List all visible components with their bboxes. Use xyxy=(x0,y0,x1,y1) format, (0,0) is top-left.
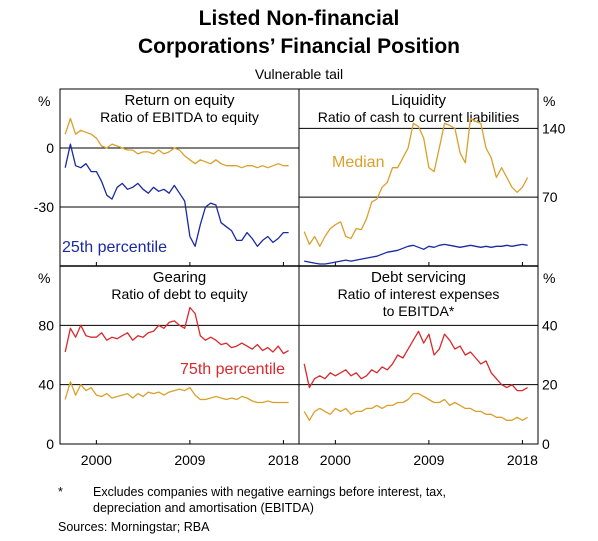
ytick-label-top-right-70: 70 xyxy=(542,189,558,205)
ytick-label-bottom-left-40: 40 xyxy=(38,377,54,393)
series-line-top-left-0 xyxy=(64,117,289,169)
annotation-bottom-left-0: 75th percentile xyxy=(180,361,285,378)
ytick-label-bottom-left-0: 0 xyxy=(46,436,54,452)
annotation-top-right-0: Median xyxy=(332,154,384,171)
series-line-bottom-left-0 xyxy=(64,306,289,355)
axis-unit-bottom-right: % xyxy=(543,270,555,286)
xtick-label-bottom-left-2009: 2009 xyxy=(174,452,205,468)
panel-subtitle-bottom-left-0: Ratio of debt to equity xyxy=(111,286,247,302)
figure-title-line1: Listed Non-financial xyxy=(198,7,400,30)
ytick-label-top-right-140: 140 xyxy=(542,120,566,136)
panel-subtitle-bottom-right-0: Ratio of interest expenses xyxy=(338,286,500,302)
axis-unit-bottom-left: % xyxy=(38,270,50,286)
xtick-label-bottom-left-2018: 2018 xyxy=(268,452,299,468)
footnote-marker: * xyxy=(58,485,63,499)
series-line-top-right-0 xyxy=(303,117,529,247)
xtick-label-bottom-right-2000: 2000 xyxy=(320,452,351,468)
footnote-line1: Excludes companies with negative earning… xyxy=(93,485,446,499)
series-line-top-right-1 xyxy=(304,243,528,265)
footnote-line2: depreciation and amortisation (EBITDA) xyxy=(93,501,314,515)
panel-subtitle-top-right-0: Ratio of cash to current liabilities xyxy=(318,109,520,125)
ytick-label-top-left--30: -30 xyxy=(34,199,54,215)
series-line-bottom-right-1 xyxy=(303,392,528,421)
ytick-label-bottom-right-0: 0 xyxy=(542,436,550,452)
xtick-label-bottom-right-2009: 2009 xyxy=(413,452,444,468)
panel-title-top-left: Return on equity xyxy=(124,92,235,109)
ytick-label-top-left-0: 0 xyxy=(46,140,54,156)
figure-subtitle: Vulnerable tail xyxy=(254,66,344,82)
panel-title-bottom-left: Gearing xyxy=(153,269,206,286)
annotation-top-left-0: 25th percentile xyxy=(62,239,167,256)
panel-subtitle-top-left-0: Ratio of EBITDA to equity xyxy=(100,109,259,125)
figure-title-line2: Corporations’ Financial Position xyxy=(137,35,461,58)
series-line-bottom-right-0 xyxy=(303,330,528,392)
series-line-top-left-1 xyxy=(64,143,289,247)
ytick-label-bottom-right-20: 20 xyxy=(542,377,558,393)
xtick-label-bottom-right-2018: 2018 xyxy=(507,452,538,468)
sources-note: Sources: Morningstar; RBA xyxy=(58,520,210,534)
panel-title-bottom-right: Debt servicing xyxy=(371,269,466,286)
panel-title-top-right: Liquidity xyxy=(391,92,447,109)
ytick-label-bottom-right-40: 40 xyxy=(542,317,558,333)
series-line-bottom-left-1 xyxy=(64,381,289,404)
axis-unit-top-left: % xyxy=(38,93,50,109)
panel-subtitle-bottom-right-1: to EBITDA* xyxy=(383,303,455,319)
axis-unit-top-right: % xyxy=(543,93,555,109)
xtick-label-bottom-left-2000: 2000 xyxy=(81,452,112,468)
ytick-label-bottom-left-80: 80 xyxy=(38,317,54,333)
